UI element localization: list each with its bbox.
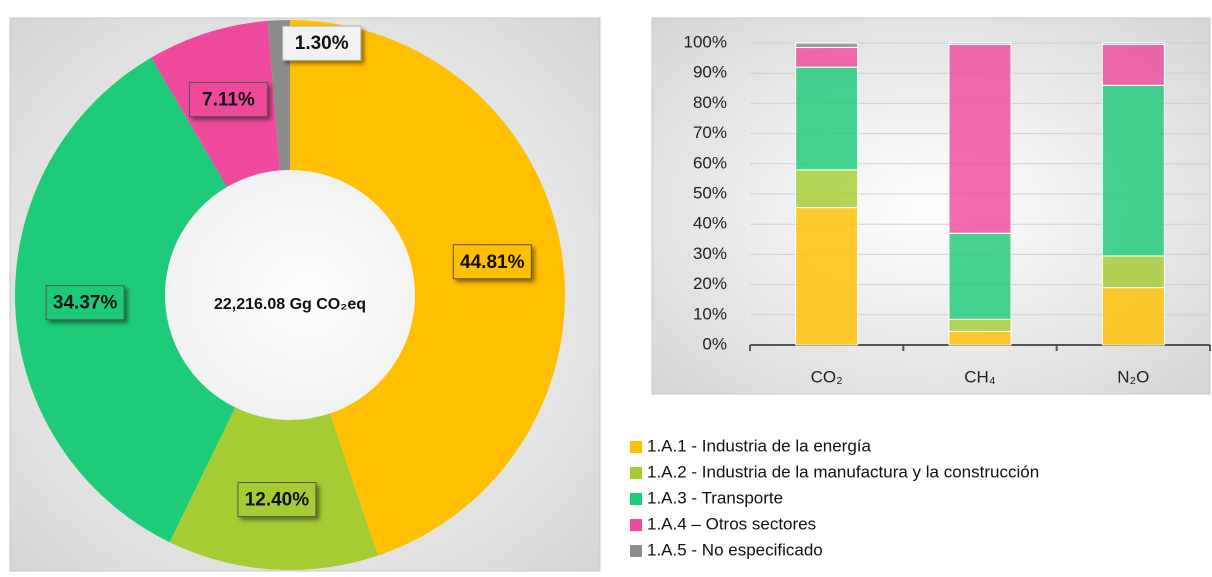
value-label-box	[282, 25, 362, 61]
bar-segment	[948, 44, 1012, 234]
y-tick-label: 100%	[684, 32, 727, 51]
value-label: 34.37%	[53, 293, 118, 314]
value-label-box	[188, 81, 268, 117]
y-tick-label: 50%	[693, 183, 727, 202]
center-label: 22,216.08 Gg CO₂eq	[214, 296, 366, 313]
legend-swatch	[630, 493, 642, 505]
y-tick-label: 0%	[702, 334, 727, 353]
legend-swatch	[630, 441, 642, 453]
value-label: 7.11%	[202, 89, 255, 110]
donut-slice	[290, 20, 566, 556]
value-label-box	[452, 244, 532, 280]
donut-slice	[14, 57, 236, 543]
bar-segment	[1101, 42, 1165, 46]
bar-segment	[1101, 44, 1165, 86]
bar-segment	[1101, 84, 1165, 257]
legend-label: 1.A.5 - No especificado	[647, 540, 823, 559]
value-label: 1.30%	[295, 33, 349, 54]
y-tick-label: 60%	[693, 153, 727, 172]
legend-swatch	[630, 519, 642, 531]
y-tick-label: 90%	[693, 63, 727, 82]
x-tick-label: N₂O	[1117, 367, 1149, 386]
legend-label: 1.A.1 - Industria de la energía	[647, 436, 872, 455]
bar-segment	[795, 66, 859, 171]
bar-segment	[1101, 255, 1165, 289]
bar-segment	[795, 47, 859, 68]
legend-swatch	[630, 467, 642, 479]
value-label: 12.40%	[245, 490, 310, 511]
y-tick-label: 70%	[693, 123, 727, 142]
legend-label: 1.A.4 – Otros sectores	[647, 514, 816, 533]
bar-segment	[948, 42, 1012, 46]
x-tick-label: CH₄	[964, 367, 996, 386]
legend-label: 1.A.3 - Transporte	[647, 488, 783, 507]
y-tick-label: 30%	[693, 244, 727, 263]
x-tick-label: CO₂	[811, 367, 843, 386]
bar-segment	[1101, 287, 1165, 346]
bar-segment	[948, 330, 1012, 346]
value-label-box	[45, 285, 125, 321]
bar-segment	[948, 318, 1012, 332]
legend-label: 1.A.2 - Industria de la manufactura y la…	[647, 462, 1039, 481]
bar-segment	[795, 42, 859, 49]
y-tick-label: 40%	[693, 214, 727, 233]
y-tick-label: 10%	[693, 304, 727, 323]
y-tick-label: 20%	[693, 274, 727, 293]
bar-segment	[948, 232, 1012, 320]
value-label-box	[237, 482, 317, 518]
bar-segment	[795, 207, 859, 346]
value-label: 44.81%	[460, 252, 525, 273]
y-tick-label: 80%	[693, 93, 727, 112]
bar-segment	[795, 169, 859, 209]
legend-swatch	[630, 545, 642, 557]
